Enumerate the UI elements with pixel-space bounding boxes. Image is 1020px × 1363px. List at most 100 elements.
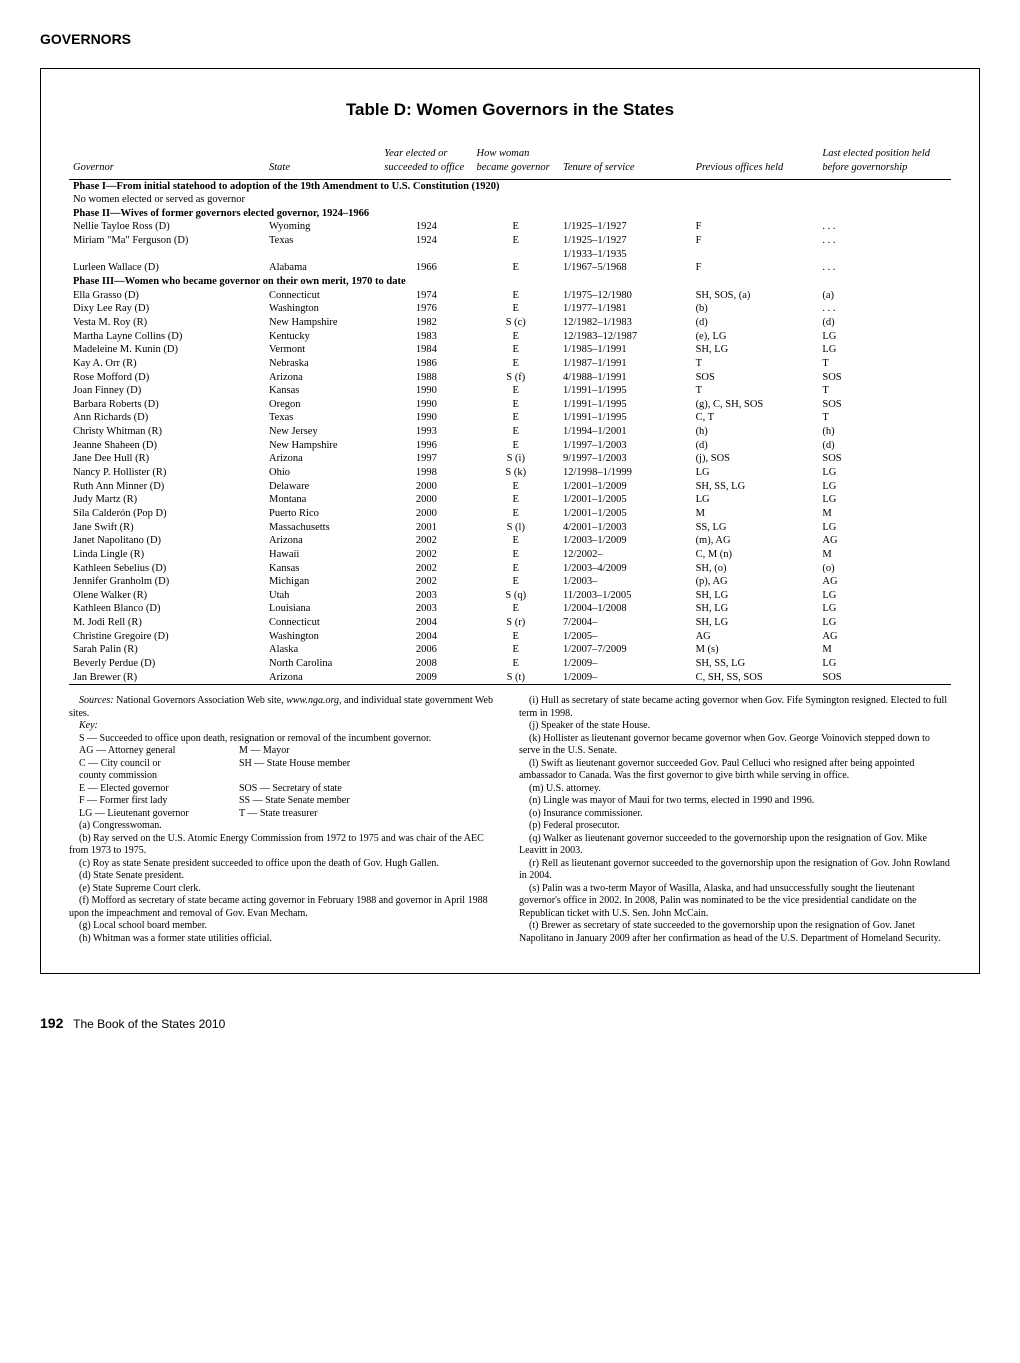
cell: Christy Whitman (R): [69, 425, 265, 439]
note-line: (s) Palin was a two-term Mayor of Wasill…: [519, 883, 951, 921]
key-row: C — City council orSH — State House memb…: [69, 758, 501, 771]
cell: 1/2001–1/2005: [559, 493, 692, 507]
cell: 1/1994–1/2001: [559, 425, 692, 439]
note-line: (d) State Senate president.: [69, 870, 501, 883]
cell: 1990: [380, 384, 472, 398]
cell: E: [473, 220, 559, 234]
table-row: Ella Grasso (D)Connecticut1974E1/1975–12…: [69, 289, 951, 303]
col-year: Year elected or succeeded to office: [380, 145, 472, 179]
cell: AG: [818, 575, 951, 589]
cell: E: [473, 384, 559, 398]
cell: SH, SS, LG: [692, 657, 819, 671]
note-line: (e) State Supreme Court clerk.: [69, 883, 501, 896]
cell: SOS: [818, 671, 951, 685]
table-row: Jane Swift (R)Massachusetts2001S (l)4/20…: [69, 521, 951, 535]
cell: Jane Swift (R): [69, 521, 265, 535]
cell: SH, LG: [692, 602, 819, 616]
sources-line: Sources: National Governors Association …: [69, 695, 501, 720]
cell: 12/1983–12/1987: [559, 330, 692, 344]
table-row: Judy Martz (R)Montana2000E1/2001–1/2005L…: [69, 493, 951, 507]
cell: LG: [818, 466, 951, 480]
table-row: Sila Calderón (Pop D)Puerto Rico2000E1/2…: [69, 507, 951, 521]
cell: AG: [818, 534, 951, 548]
cell: Connecticut: [265, 289, 380, 303]
cell: 1/2001–1/2005: [559, 507, 692, 521]
table-row: Jane Dee Hull (R)Arizona1997S (i)9/1997–…: [69, 452, 951, 466]
cell: 2000: [380, 493, 472, 507]
table-row: Jennifer Granholm (D)Michigan2002E1/2003…: [69, 575, 951, 589]
cell: T: [692, 384, 819, 398]
cell: S (i): [473, 452, 559, 466]
cell: (j), SOS: [692, 452, 819, 466]
note-line: (g) Local school board member.: [69, 920, 501, 933]
cell: (d): [692, 316, 819, 330]
cell: 1997: [380, 452, 472, 466]
cell: S (l): [473, 521, 559, 535]
col-state: State: [265, 145, 380, 179]
cell: 7/2004–: [559, 616, 692, 630]
cell: 1/1997–1/2003: [559, 439, 692, 453]
table-row: Jan Brewer (R)Arizona2009S (t)1/2009–C, …: [69, 671, 951, 685]
cell: F: [692, 220, 819, 234]
cell: (h): [818, 425, 951, 439]
key-row: F — Former first ladySS — State Senate m…: [69, 795, 501, 808]
cell: E: [473, 261, 559, 275]
cell: 1993: [380, 425, 472, 439]
cell: 2002: [380, 575, 472, 589]
cell: E: [473, 289, 559, 303]
table-row: Barbara Roberts (D)Oregon1990E1/1991–1/1…: [69, 398, 951, 412]
cell: Martha Layne Collins (D): [69, 330, 265, 344]
cell: 2000: [380, 507, 472, 521]
cell: (p), AG: [692, 575, 819, 589]
cell: T: [818, 411, 951, 425]
table-title: Table D: Women Governors in the States: [69, 99, 951, 121]
cell: North Carolina: [265, 657, 380, 671]
note-line: (a) Congresswoman.: [69, 820, 501, 833]
cell: Kay A. Orr (R): [69, 357, 265, 371]
note-line: (n) Lingle was mayor of Maui for two ter…: [519, 795, 951, 808]
cell: Kansas: [265, 562, 380, 576]
col-how: How woman became governor: [473, 145, 559, 179]
key-row: E — Elected governorSOS — Secretary of s…: [69, 783, 501, 796]
cell: Delaware: [265, 480, 380, 494]
cell: SH, LG: [692, 343, 819, 357]
notes-section: Sources: National Governors Association …: [69, 695, 951, 945]
table-row: Madeleine M. Kunin (D)Vermont1984E1/1985…: [69, 343, 951, 357]
note-line: (r) Rell as lieutenant governor succeede…: [519, 858, 951, 883]
note-line: (p) Federal prosecutor.: [519, 820, 951, 833]
cell: 2006: [380, 643, 472, 657]
cell: Wyoming: [265, 220, 380, 234]
cell: 1/1967–5/1968: [559, 261, 692, 275]
cell: Nebraska: [265, 357, 380, 371]
cell: E: [473, 562, 559, 576]
cell: Nancy P. Hollister (R): [69, 466, 265, 480]
note-line: S — Succeeded to office upon death, resi…: [69, 733, 501, 746]
phase-heading: Phase II—Wives of former governors elect…: [69, 207, 951, 221]
note-line: (c) Roy as state Senate president succee…: [69, 858, 501, 871]
cell: Olene Walker (R): [69, 589, 265, 603]
cell: F: [692, 234, 819, 261]
cell: 1/2003–1/2009: [559, 534, 692, 548]
cell: E: [473, 507, 559, 521]
cell: 1976: [380, 302, 472, 316]
cell: T: [818, 357, 951, 371]
cell: Jane Dee Hull (R): [69, 452, 265, 466]
cell: Madeleine M. Kunin (D): [69, 343, 265, 357]
cell: 1/2004–1/2008: [559, 602, 692, 616]
cell: 4/1988–1/1991: [559, 371, 692, 385]
cell: LG: [818, 493, 951, 507]
cell: 1/2001–1/2009: [559, 480, 692, 494]
cell: 1988: [380, 371, 472, 385]
cell: Lurleen Wallace (D): [69, 261, 265, 275]
cell: C, SH, SS, SOS: [692, 671, 819, 685]
cell: E: [473, 398, 559, 412]
cell: Arizona: [265, 534, 380, 548]
cell: 1982: [380, 316, 472, 330]
table-row: Christine Gregoire (D)Washington2004E1/2…: [69, 630, 951, 644]
cell: 2003: [380, 589, 472, 603]
col-last: Last elected position held before govern…: [818, 145, 951, 179]
cell: (o): [818, 562, 951, 576]
cell: SH, LG: [692, 589, 819, 603]
cell: SH, LG: [692, 616, 819, 630]
section-header: GOVERNORS: [40, 30, 980, 48]
